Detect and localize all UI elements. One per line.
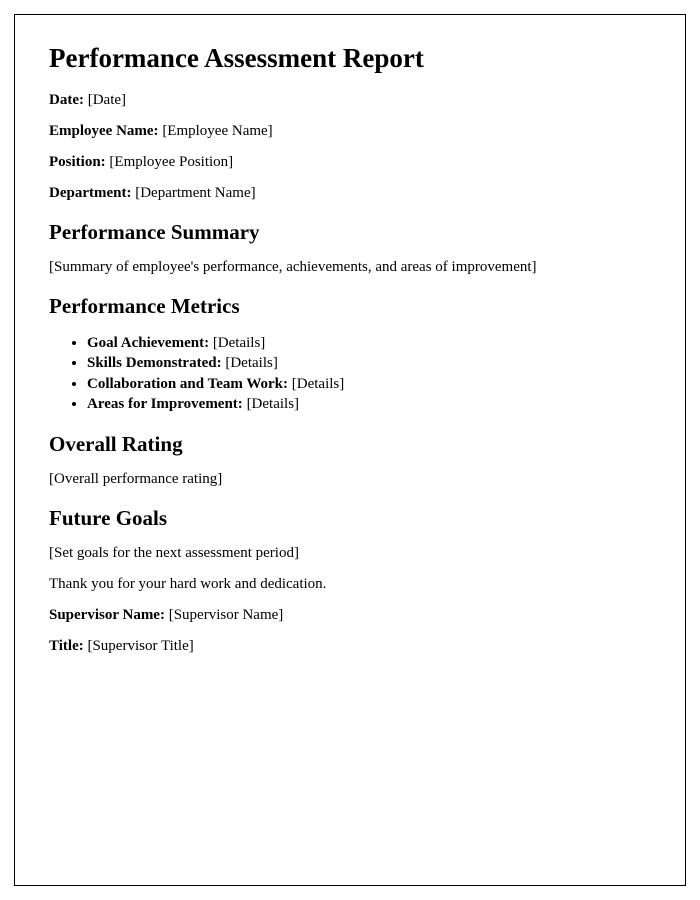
field-supervisor-title: Title: [Supervisor Title] [49, 638, 651, 655]
heading-performance-metrics: Performance Metrics [49, 294, 651, 319]
metric-value: [Details] [225, 355, 277, 371]
metric-label: Collaboration and Team Work: [87, 376, 288, 392]
field-value-position: [Employee Position] [109, 154, 233, 170]
field-position: Position: [Employee Position] [49, 154, 651, 171]
text-overall-rating: [Overall performance rating] [49, 471, 651, 488]
field-label-position: Position: [49, 154, 106, 170]
field-label-date: Date: [49, 92, 84, 108]
metric-label: Goal Achievement: [87, 335, 209, 351]
metric-label: Skills Demonstrated: [87, 355, 222, 371]
heading-future-goals: Future Goals [49, 506, 651, 531]
closing-text: Thank you for your hard work and dedicat… [49, 576, 651, 593]
field-value-department: [Department Name] [135, 185, 255, 201]
field-label-employee-name: Employee Name: [49, 123, 159, 139]
document-title: Performance Assessment Report [49, 43, 651, 74]
heading-performance-summary: Performance Summary [49, 220, 651, 245]
field-value-date: [Date] [88, 92, 126, 108]
field-date: Date: [Date] [49, 92, 651, 109]
metrics-list: Goal Achievement: [Details] Skills Demon… [49, 333, 651, 414]
field-label-supervisor-name: Supervisor Name: [49, 607, 165, 623]
field-employee-name: Employee Name: [Employee Name] [49, 123, 651, 140]
field-value-supervisor-name: [Supervisor Name] [169, 607, 284, 623]
text-future-goals: [Set goals for the next assessment perio… [49, 545, 651, 562]
field-label-supervisor-title: Title: [49, 638, 84, 654]
metric-item-improvement: Areas for Improvement: [Details] [87, 394, 651, 414]
document-page: Performance Assessment Report Date: [Dat… [14, 14, 686, 886]
heading-overall-rating: Overall Rating [49, 432, 651, 457]
text-performance-summary: [Summary of employee's performance, achi… [49, 259, 651, 276]
metric-item-goal-achievement: Goal Achievement: [Details] [87, 333, 651, 353]
metric-item-collaboration: Collaboration and Team Work: [Details] [87, 374, 651, 394]
field-value-supervisor-title: [Supervisor Title] [87, 638, 193, 654]
field-department: Department: [Department Name] [49, 185, 651, 202]
field-supervisor-name: Supervisor Name: [Supervisor Name] [49, 607, 651, 624]
metric-item-skills-demonstrated: Skills Demonstrated: [Details] [87, 353, 651, 373]
metric-value: [Details] [292, 376, 344, 392]
metric-label: Areas for Improvement: [87, 396, 243, 412]
metric-value: [Details] [247, 396, 299, 412]
metric-value: [Details] [213, 335, 265, 351]
field-value-employee-name: [Employee Name] [162, 123, 272, 139]
field-label-department: Department: [49, 185, 131, 201]
